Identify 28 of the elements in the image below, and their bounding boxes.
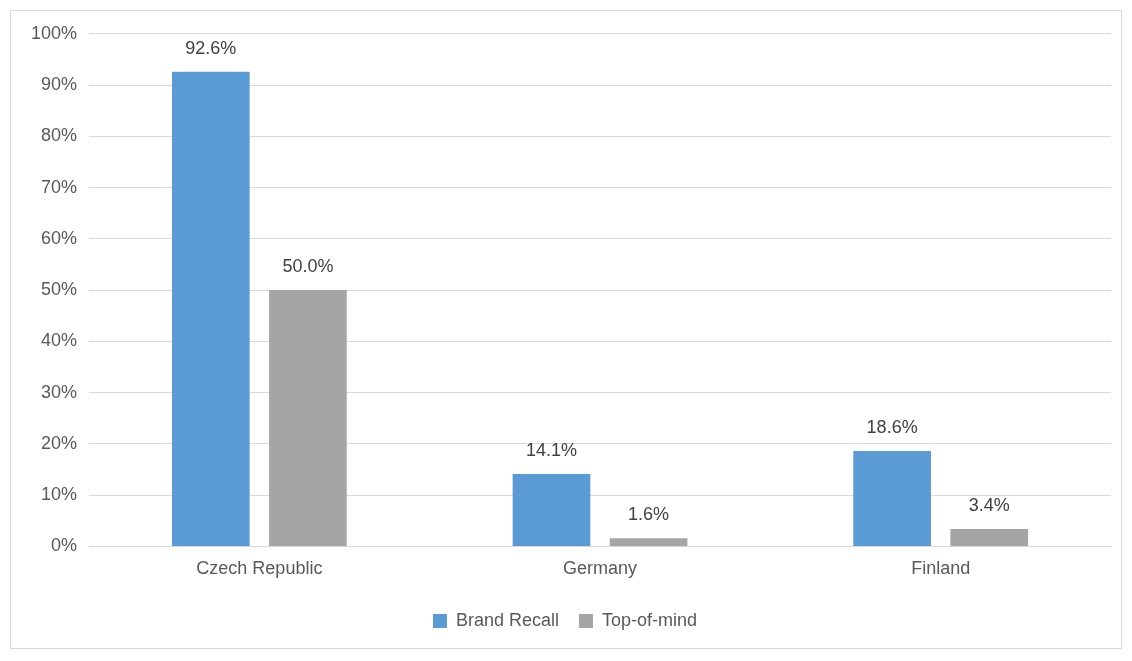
y-tick-label: 30%	[41, 381, 78, 402]
y-tick-label: 70%	[41, 176, 78, 197]
bar	[609, 538, 688, 546]
data-label: 50.0%	[282, 256, 334, 277]
y-tick-label: 0%	[51, 535, 78, 556]
bar	[171, 71, 250, 546]
y-tick-label: 100%	[30, 22, 78, 43]
bar	[853, 451, 931, 546]
bar	[269, 290, 347, 546]
data-label: 92.6%	[185, 37, 237, 58]
data-label: 1.6%	[628, 504, 670, 525]
y-tick-label: 10%	[41, 484, 78, 505]
x-tick-label: Germany	[563, 558, 638, 579]
legend-label: Brand Recall	[455, 609, 560, 630]
y-tick-label: 20%	[41, 432, 78, 453]
bar	[950, 528, 1029, 546]
data-label: 3.4%	[968, 494, 1010, 515]
bar	[512, 474, 591, 546]
y-tick-label: 80%	[41, 125, 78, 146]
y-tick-label: 60%	[41, 227, 78, 248]
y-tick-label: 90%	[41, 74, 78, 95]
y-tick-label: 50%	[41, 279, 78, 300]
x-tick-label: Finland	[911, 558, 971, 579]
legend-label: Top-of-mind	[602, 609, 698, 630]
data-label: 18.6%	[866, 417, 918, 438]
data-label: 14.1%	[525, 440, 577, 461]
y-tick-label: 40%	[41, 330, 78, 351]
x-tick-label: Czech Republic	[196, 558, 323, 579]
